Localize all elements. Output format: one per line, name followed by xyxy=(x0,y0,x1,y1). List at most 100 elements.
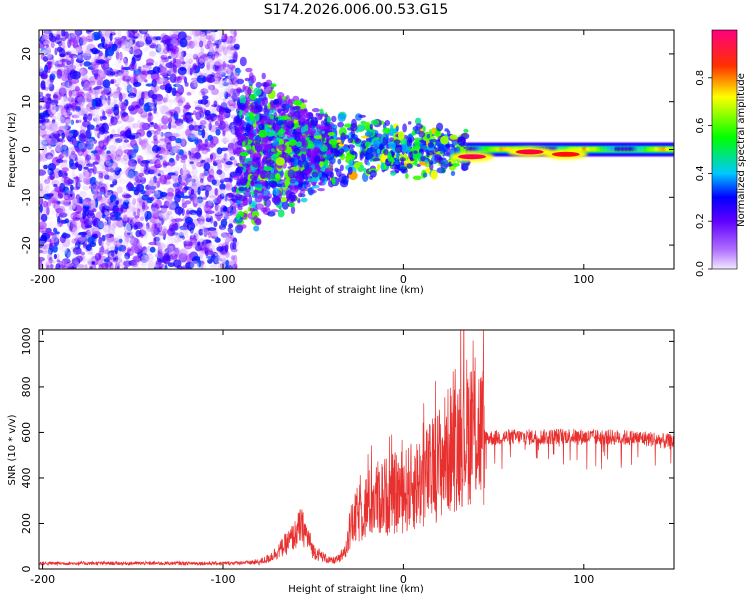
heatmap-cell xyxy=(91,150,98,154)
heatmap-cell xyxy=(59,58,69,63)
heatmap-cell xyxy=(245,144,252,150)
heatmap-cell xyxy=(152,32,159,37)
heatmap-cell xyxy=(177,149,184,156)
heatmap-cell xyxy=(89,265,93,269)
heatmap-cell xyxy=(111,43,118,52)
heatmap-cell xyxy=(68,89,73,98)
heatmap-cell xyxy=(84,50,94,56)
heatmap-cell xyxy=(247,160,256,166)
heatmap-cell xyxy=(79,129,86,136)
heatmap-cell xyxy=(156,180,161,188)
heatmap-cell xyxy=(112,93,120,98)
heatmap-cell xyxy=(237,203,245,208)
heatmap-cell xyxy=(79,37,84,46)
heatmap-cell xyxy=(126,208,134,218)
heatmap-cell xyxy=(144,137,150,141)
heatmap-cell xyxy=(120,102,127,111)
heatmap-cell xyxy=(105,160,112,166)
heatmap-cell xyxy=(184,216,193,224)
heatmap-cell xyxy=(141,225,150,236)
heatmap-cell xyxy=(298,161,304,166)
heatmap-cell xyxy=(106,150,111,155)
heatmap-cell xyxy=(165,62,175,69)
heatmap-cell xyxy=(318,172,323,178)
heatmap-cell xyxy=(200,178,204,184)
heatmap-cell xyxy=(57,192,63,199)
heatmap-cell xyxy=(337,113,346,122)
carrier-segment xyxy=(665,147,670,151)
heatmap-cell xyxy=(206,229,210,236)
heatmap-cell xyxy=(87,251,94,255)
heatmap-cell xyxy=(130,237,139,246)
heatmap-cell xyxy=(150,121,154,125)
heatmap-cell xyxy=(328,156,336,165)
heatmap-cell xyxy=(70,220,77,230)
heatmap-cell xyxy=(103,99,113,107)
heatmap-cell xyxy=(197,241,201,246)
heatmap-cell xyxy=(39,105,43,109)
heatmap-cell xyxy=(139,121,146,131)
heatmap-cell xyxy=(104,211,110,216)
colorbar-tick-label: 0.8 xyxy=(695,70,706,86)
heatmap-cell xyxy=(290,178,296,184)
heatmap-cell xyxy=(85,46,91,55)
heatmap-cell xyxy=(250,101,259,110)
heatmap-cell xyxy=(82,200,92,207)
heatmap-cell xyxy=(181,136,186,147)
heatmap-cell xyxy=(117,30,122,38)
heatmap-cell xyxy=(228,55,234,60)
y-tick-label: 400 xyxy=(20,467,33,488)
heatmap-cell xyxy=(151,257,155,267)
heatmap-cell xyxy=(175,141,181,148)
heatmap-cell xyxy=(39,142,43,147)
heatmap-cell xyxy=(160,217,164,225)
heatmap-cell xyxy=(141,143,147,150)
heatmap-cell xyxy=(109,184,114,188)
colorbar: 0.00.20.40.60.8 Normalized spectral ampl… xyxy=(695,29,747,277)
heatmap-cell xyxy=(155,235,161,245)
carrier-peak xyxy=(551,151,580,157)
heatmap-cell xyxy=(41,213,48,222)
heatmap-cell xyxy=(311,108,320,113)
heatmap-cell xyxy=(226,236,234,242)
heatmap-cell xyxy=(102,79,111,88)
heatmap-cell xyxy=(128,63,137,71)
heatmap-cell xyxy=(285,103,291,109)
heatmap-cell xyxy=(199,249,204,259)
heatmap-cell xyxy=(407,121,412,125)
heatmap-cell xyxy=(199,40,204,48)
heatmap-cell xyxy=(223,162,230,172)
heatmap-cell xyxy=(124,155,130,160)
heatmap-cell xyxy=(278,144,287,152)
heatmap-cell xyxy=(192,239,197,249)
heatmap-cell xyxy=(82,185,89,191)
heatmap-cell xyxy=(44,178,51,184)
heatmap-cell xyxy=(92,263,97,269)
heatmap-cell xyxy=(182,117,189,122)
heatmap-cell xyxy=(82,210,86,220)
heatmap-cell xyxy=(52,94,59,100)
heatmap-cell xyxy=(155,36,162,41)
carrier-segment xyxy=(571,147,577,151)
heatmap-cell xyxy=(172,64,177,73)
heatmap-cell xyxy=(130,30,139,34)
heatmap-cell xyxy=(110,69,120,73)
heatmap-cell xyxy=(174,220,180,231)
heatmap-cell xyxy=(89,106,96,110)
heatmap-cell xyxy=(164,115,169,120)
heatmap-cell xyxy=(56,259,60,263)
heatmap-cell xyxy=(126,247,131,253)
heatmap-cell xyxy=(222,54,228,64)
heatmap-cell xyxy=(213,160,223,164)
heatmap-cell xyxy=(217,262,224,269)
heatmap-cell xyxy=(61,81,70,87)
heatmap-cell xyxy=(186,59,193,63)
heatmap-cell xyxy=(226,153,231,161)
heatmap-cell xyxy=(91,189,98,200)
heatmap-cell xyxy=(46,238,52,243)
heatmap-cell xyxy=(71,91,76,102)
heatmap-cell xyxy=(106,239,111,247)
heatmap-cell xyxy=(174,138,183,144)
heatmap-cell xyxy=(140,140,145,147)
heatmap-cell xyxy=(124,72,129,80)
